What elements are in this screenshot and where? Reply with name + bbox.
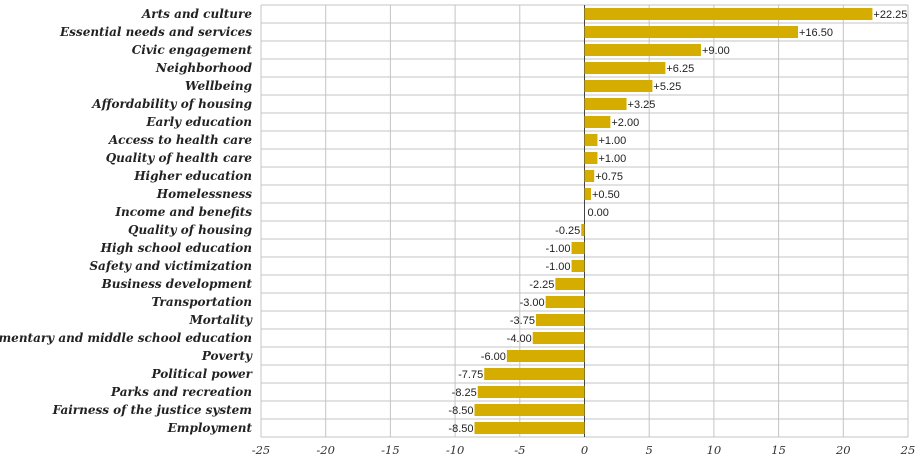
category-label: Neighborhood bbox=[155, 61, 253, 75]
value-label: +1.00 bbox=[598, 135, 626, 147]
bar bbox=[474, 422, 585, 434]
category-label: Wellbeing bbox=[185, 79, 252, 93]
bar bbox=[555, 278, 585, 290]
x-tick-label: 15 bbox=[771, 443, 786, 457]
bars bbox=[474, 8, 873, 434]
value-label: -8.50 bbox=[448, 423, 473, 435]
x-tick-label: -25 bbox=[252, 443, 271, 457]
x-tick-label: -20 bbox=[316, 443, 335, 457]
category-label: Poverty bbox=[201, 349, 253, 363]
bar bbox=[477, 386, 585, 398]
value-label: -3.00 bbox=[520, 297, 545, 309]
value-label: +0.50 bbox=[592, 189, 620, 201]
bar bbox=[584, 98, 627, 110]
category-label: Safety and victimization bbox=[89, 259, 252, 273]
bar bbox=[571, 260, 585, 272]
category-label: Essential needs and services bbox=[59, 25, 252, 39]
value-label: +5.25 bbox=[653, 81, 681, 93]
bar bbox=[571, 242, 585, 254]
category-label: Quality of housing bbox=[128, 223, 252, 237]
bar bbox=[584, 116, 611, 128]
value-label: -2.25 bbox=[529, 279, 554, 291]
value-label: 0.00 bbox=[588, 207, 609, 219]
x-tick-label: 0 bbox=[581, 443, 588, 457]
bar bbox=[474, 404, 585, 416]
bar bbox=[584, 8, 873, 20]
category-label: Arts and culture bbox=[141, 7, 252, 21]
grid bbox=[260, 4, 909, 438]
x-tick-label: 10 bbox=[707, 443, 722, 457]
value-label: +22.25 bbox=[873, 9, 907, 21]
x-axis-ticks: -25 -20 -15 -10 -5 0 5 10 15 20 25 bbox=[252, 443, 916, 457]
x-tick-label: 20 bbox=[835, 443, 851, 457]
category-label: Quality of health care bbox=[106, 151, 253, 165]
category-label: Higher education bbox=[133, 169, 252, 183]
bar bbox=[545, 296, 585, 308]
category-label: Parks and recreation bbox=[110, 385, 252, 399]
category-label: Early education bbox=[145, 115, 252, 129]
value-label: +1.00 bbox=[598, 153, 626, 165]
bar bbox=[484, 368, 585, 380]
x-tick-label: 25 bbox=[900, 443, 916, 457]
category-label: Homelessness bbox=[156, 187, 252, 201]
bar bbox=[581, 224, 585, 236]
value-label: -8.50 bbox=[448, 405, 473, 417]
category-label: Access to health care bbox=[108, 133, 253, 147]
value-label: -0.25 bbox=[555, 225, 580, 237]
bar bbox=[584, 80, 653, 92]
bar bbox=[535, 314, 585, 326]
value-label: +9.00 bbox=[702, 45, 730, 57]
value-label: +0.75 bbox=[595, 171, 623, 183]
category-label: Fairness of the justice system bbox=[52, 403, 252, 417]
value-label: -3.75 bbox=[510, 315, 535, 327]
category-label: Employment bbox=[167, 421, 253, 435]
bar bbox=[584, 44, 701, 56]
x-tick-label: -5 bbox=[514, 443, 525, 457]
value-label: -6.00 bbox=[481, 351, 506, 363]
bar bbox=[584, 152, 598, 164]
value-label: +3.25 bbox=[628, 99, 656, 111]
category-label: Business development bbox=[101, 277, 253, 291]
value-label: -8.25 bbox=[452, 387, 477, 399]
value-label: +2.00 bbox=[611, 117, 639, 129]
bar bbox=[584, 134, 598, 146]
x-tick-label: -15 bbox=[381, 443, 400, 457]
value-label: +6.25 bbox=[666, 63, 694, 75]
bar bbox=[584, 188, 591, 200]
category-labels: Arts and culture Essential needs and serv… bbox=[0, 7, 254, 435]
value-label: -1.00 bbox=[545, 243, 570, 255]
category-label: Transportation bbox=[152, 295, 253, 309]
value-labels: +22.25 +16.50 +9.00 +6.25 +5.25 +3.25 +2.00 +1.… bbox=[448, 9, 907, 435]
category-label: Affordability of housing bbox=[91, 97, 252, 111]
category-label: Political power bbox=[151, 367, 254, 381]
bar bbox=[532, 332, 585, 344]
value-label: +16.50 bbox=[799, 27, 833, 39]
x-tick-label: 5 bbox=[646, 443, 653, 457]
value-label: -4.00 bbox=[507, 333, 532, 345]
bar bbox=[584, 170, 595, 182]
bar bbox=[584, 62, 666, 74]
bar bbox=[506, 350, 585, 362]
category-label: Civic engagement bbox=[132, 43, 253, 57]
value-label: -1.00 bbox=[545, 261, 570, 273]
category-label: High school education bbox=[100, 241, 252, 255]
category-label: Mortality bbox=[188, 313, 253, 327]
bar bbox=[584, 26, 799, 38]
category-label: Elementary and middle school education bbox=[0, 331, 252, 345]
x-tick-label: -10 bbox=[446, 443, 465, 457]
value-label: -7.75 bbox=[458, 369, 483, 381]
category-label: Income and benefits bbox=[114, 205, 252, 219]
